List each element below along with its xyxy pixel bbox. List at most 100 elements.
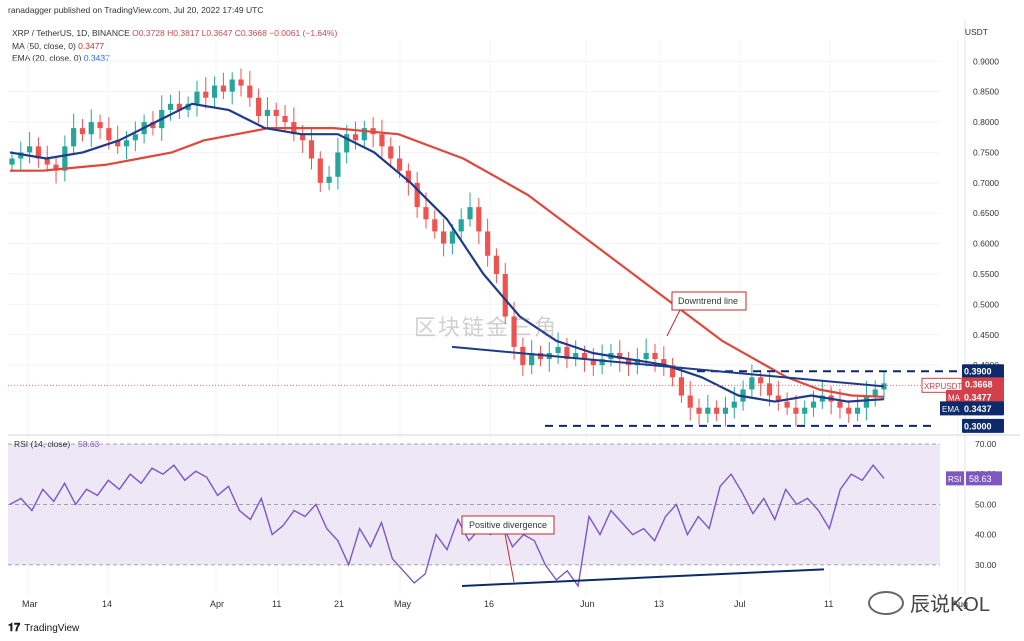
candle-body: [361, 128, 367, 141]
candle-body: [132, 134, 138, 141]
candle-body: [229, 79, 235, 92]
candle-body: [537, 352, 544, 360]
candle-body: [617, 352, 623, 360]
candle-body: [573, 352, 579, 360]
x-tick-label: Mar: [22, 599, 38, 609]
candle-body: [634, 359, 640, 366]
candle-body: [432, 219, 438, 232]
candle-body: [590, 359, 596, 366]
candle-body: [802, 407, 808, 414]
rsi-tick-label: 30.00: [975, 560, 997, 570]
watermark-bottom: 辰说KOL: [867, 588, 990, 617]
candle-body: [766, 383, 773, 396]
ma-tag-bg: [946, 389, 962, 404]
candle-body: [520, 346, 526, 366]
legend-ema-value: 0.3437: [83, 53, 110, 63]
candle-body: [449, 231, 456, 244]
candle-body: [273, 109, 279, 116]
candle-body: [317, 158, 323, 183]
candle-body: [300, 134, 306, 141]
candle-body: [27, 146, 33, 153]
downtrend-callout-pointer: [666, 309, 681, 337]
ema-tag: EMA: [942, 405, 960, 414]
rsi-legend-value: 58.63: [78, 439, 100, 449]
legend-symbol[interactable]: XRP / TetherUS, 1D, BINANCE: [12, 28, 130, 38]
candle-body: [220, 85, 226, 92]
downtrend-callout-label: Downtrend line: [678, 296, 738, 306]
footer-brand[interactable]: TradingView: [24, 623, 80, 634]
candle-body: [326, 176, 332, 183]
price-tick-label: 0.6000: [973, 239, 999, 249]
candle-body: [863, 395, 869, 408]
legend-ema: EMA (20, close, 0): [12, 53, 82, 63]
price-tick-label: 0.7500: [973, 147, 999, 157]
ma-value-badge: 0.3477: [964, 392, 992, 402]
candle-body: [176, 103, 182, 110]
candle-body: [643, 352, 649, 360]
price-tick-label: 0.9000: [973, 56, 999, 66]
ema-line: [9, 102, 885, 403]
x-tick-label: 11: [824, 599, 833, 609]
last-price-badge: 0.3668: [965, 379, 993, 389]
divergence-line: [461, 568, 825, 587]
legend-symbol-row: XRP / TetherUS, 1D, BINANCE O0.3728 H0.3…: [12, 27, 337, 40]
candle-body: [775, 395, 781, 402]
candle-body: [414, 182, 420, 208]
divergence-callout-pointer: [504, 533, 515, 583]
rsi-legend-label: RSI (14, close): [14, 439, 70, 449]
candle-body: [282, 115, 288, 123]
candle-body: [529, 352, 535, 366]
chart-legend: XRP / TetherUS, 1D, BINANCE O0.3728 H0.3…: [12, 27, 337, 65]
candle-body: [123, 140, 130, 147]
candle-body: [846, 407, 852, 414]
rsi-tick-label: 70.00: [975, 439, 997, 449]
candle-body: [749, 377, 755, 390]
candle-body: [344, 134, 350, 153]
candle-body: [167, 103, 174, 110]
ma-line: [10, 127, 885, 398]
candle-body: [97, 122, 103, 129]
candle-body: [714, 407, 720, 414]
x-tick-label: Apr: [210, 599, 224, 609]
candle-body: [502, 273, 508, 317]
candle-body: [203, 91, 209, 98]
rsi-line: [9, 464, 885, 588]
price-tick-label: 0.8000: [973, 117, 999, 127]
candle-body: [722, 407, 729, 414]
candle-body: [264, 109, 271, 116]
candle-body: [62, 146, 68, 171]
watermark-middle: 区块链金三角: [414, 315, 559, 340]
candle-body: [106, 128, 112, 141]
candle-body: [35, 146, 42, 159]
rsi-tag: RSI: [948, 475, 961, 484]
legend-ma-row[interactable]: MA (50, close, 0) 0.3477: [12, 40, 337, 53]
ticker-badge: XRPUSDT: [924, 382, 962, 391]
legend-ma-value: 0.3477: [78, 40, 105, 51]
candle-body: [687, 395, 693, 408]
candle-body: [53, 164, 59, 171]
candle-body: [652, 352, 658, 360]
candle-body: [854, 407, 861, 414]
candle-body: [335, 152, 341, 177]
candle-body: [670, 365, 676, 378]
x-tick-label: 14: [102, 599, 112, 609]
candle-body: [511, 316, 517, 347]
x-tick-label: Aug: [952, 599, 968, 609]
legend-ema-row[interactable]: EMA (20, close, 0) 0.3437: [12, 52, 337, 65]
price-tick-label: 0.4500: [973, 330, 999, 340]
candle-body: [71, 128, 77, 147]
candle-body: [256, 97, 262, 116]
x-tick-label: 21: [334, 599, 344, 609]
candle-body: [308, 140, 315, 159]
rsi-tick-label: 50.00: [975, 499, 997, 509]
price-unit: USDT: [964, 27, 988, 37]
candle-body: [211, 85, 218, 98]
candle-body: [9, 158, 15, 165]
candle-body: [784, 401, 790, 408]
price-tick-label: 0.5500: [973, 269, 999, 279]
candle-body: [388, 146, 394, 159]
rsi-value-badge: 58.63: [969, 474, 992, 484]
ma-tag: MA: [948, 393, 961, 402]
x-tick-label: May: [394, 599, 412, 609]
